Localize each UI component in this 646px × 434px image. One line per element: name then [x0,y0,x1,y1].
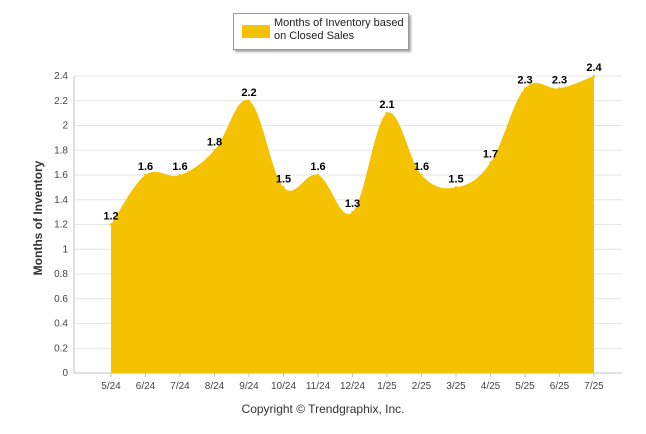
x-tick-label: 8/24 [205,381,225,392]
y-tick-label: 0.8 [54,269,68,280]
data-label: 2.1 [379,99,394,111]
legend-label: Months of Inventory based on Closed Sale… [274,17,404,42]
y-axis-label: Months of Inventory [31,160,45,276]
data-point [420,173,423,177]
data-point [282,186,285,189]
x-tick-label: 10/24 [271,381,296,392]
data-label: 1.2 [103,211,118,223]
copyright-text: Copyright © Trendgraphix, Inc. [241,402,405,416]
data-point [523,87,527,90]
data-point [247,99,251,102]
chart-legend: Months of Inventory based on Closed Sale… [233,13,409,50]
y-tick-label: 2 [62,121,68,132]
data-label: 1.5 [448,173,463,185]
data-label: 1.7 [483,149,498,161]
data-label: 2.3 [517,74,532,86]
x-tick-label: 3/25 [446,381,466,392]
x-tick-label: 5/24 [101,381,121,392]
data-point [178,173,182,177]
data-label: 2.2 [241,87,256,99]
area-series-fill [111,76,594,373]
data-point [144,173,147,177]
legend-swatch [242,25,270,38]
x-tick-label: 6/24 [136,381,156,392]
y-tick-label: 0.4 [54,319,68,330]
y-tick-label: 1 [62,244,68,255]
x-tick-label: 7/24 [170,381,190,392]
y-tick-label: 1.8 [54,145,68,156]
y-tick-label: 0 [62,368,68,379]
y-tick-label: 1.2 [54,220,68,231]
data-point [385,111,389,115]
data-label: 1.6 [138,161,153,173]
x-tick-label: 11/24 [306,381,331,392]
y-tick-label: 1.4 [54,195,68,206]
x-tick-label: 1/25 [377,381,397,392]
data-point [316,173,320,177]
data-label: 1.6 [310,161,325,173]
y-tick-label: 1.6 [54,170,68,181]
data-point [351,210,354,214]
data-point [213,149,216,152]
data-point [489,161,492,164]
y-tick-label: 2.4 [54,71,68,82]
data-label: 1.3 [345,198,360,210]
data-point [109,223,113,226]
data-point [454,186,458,189]
x-tick-label: 2/25 [412,381,432,392]
data-label: 1.6 [172,161,187,173]
data-point [558,87,561,90]
data-label: 1.6 [414,161,429,173]
y-tick-label: 0.2 [54,343,68,354]
data-label: 1.8 [207,136,222,148]
y-tick-label: 0.6 [54,294,68,305]
y-tick-label: 2.2 [54,96,68,107]
x-tick-label: 4/25 [481,381,501,392]
data-label: 2.4 [586,62,602,74]
data-label: 1.5 [276,173,291,185]
data-label: 2.3 [552,74,567,86]
x-tick-label: 12/24 [340,381,365,392]
x-tick-label: 6/25 [550,381,570,392]
x-tick-label: 5/25 [515,381,535,392]
data-point [592,74,596,78]
x-tick-label: 7/25 [584,381,604,392]
x-tick-label: 9/24 [239,381,259,392]
